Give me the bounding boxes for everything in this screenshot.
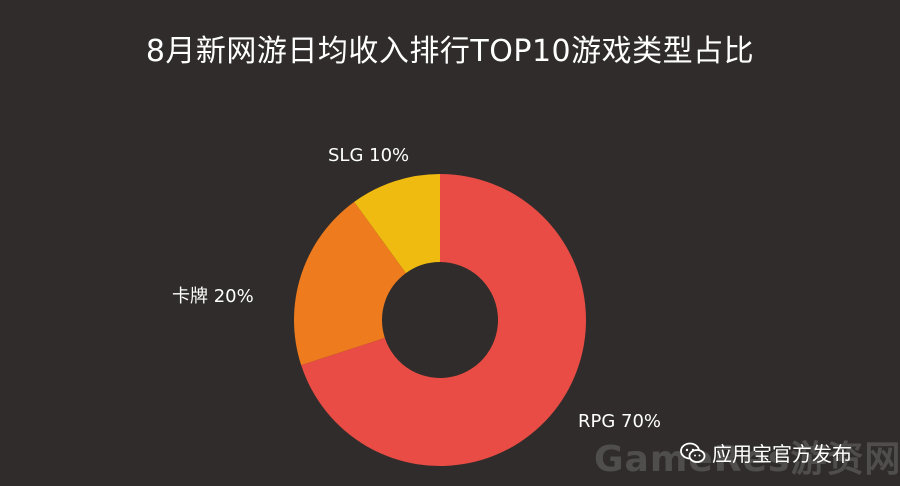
- slice-SLG: [354, 174, 440, 274]
- chart-title: 8月新网游日均收入排行TOP10游戏类型占比: [145, 34, 755, 69]
- watermark: GameRes游资网: [594, 439, 900, 480]
- publisher-badge: 应用宝官方发布: [680, 438, 852, 467]
- slice-label-卡牌: 卡牌 20%: [172, 286, 254, 307]
- wechat-icon: [680, 442, 706, 463]
- slice-卡牌: [294, 201, 406, 366]
- slice-label-RPG: RPG 70%: [578, 411, 661, 432]
- slice-label-SLG: SLG 10%: [328, 145, 409, 166]
- publisher-text: 应用宝官方发布: [712, 442, 852, 466]
- slice-RPG: [301, 174, 586, 466]
